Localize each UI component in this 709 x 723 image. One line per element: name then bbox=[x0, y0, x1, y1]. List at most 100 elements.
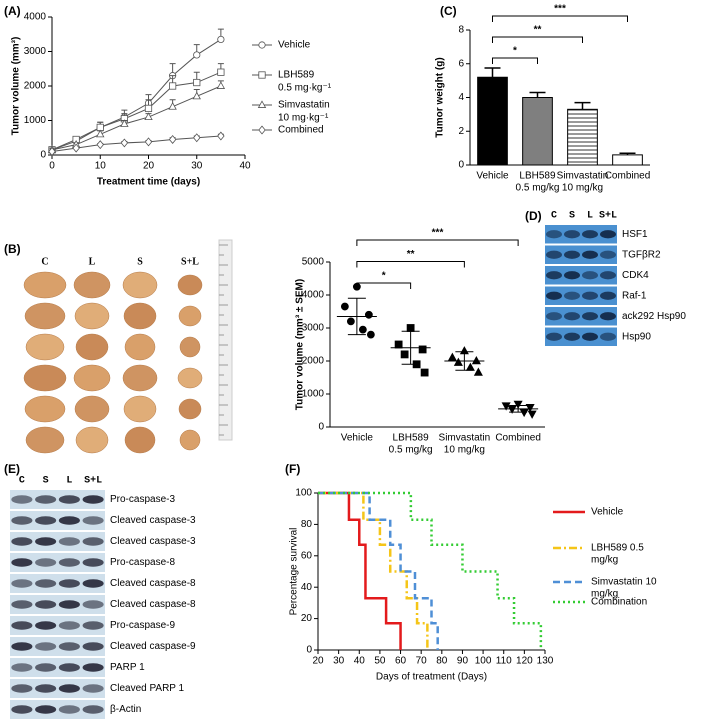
blot-band bbox=[600, 332, 616, 341]
tumor-photo bbox=[23, 364, 67, 392]
marker bbox=[364, 310, 373, 319]
blot-band bbox=[82, 663, 104, 672]
tumor-photo bbox=[74, 395, 110, 423]
marker bbox=[120, 138, 129, 148]
x-tick-label: 0.5 mg/kg bbox=[516, 183, 560, 194]
marker bbox=[447, 352, 457, 361]
y-tick-label: 5000 bbox=[302, 257, 325, 268]
marker bbox=[258, 41, 266, 49]
blot-band bbox=[582, 312, 598, 321]
y-tick-label: 100 bbox=[295, 488, 312, 499]
blot-band bbox=[82, 537, 104, 546]
blot-band bbox=[35, 579, 57, 588]
marker bbox=[72, 143, 80, 153]
blot-strip bbox=[10, 490, 105, 509]
marker bbox=[471, 355, 481, 365]
tumor-photo bbox=[75, 333, 109, 361]
blot-strip bbox=[10, 637, 105, 656]
error-bar bbox=[574, 101, 591, 110]
row-label: ack292 Hsp90 bbox=[622, 311, 686, 322]
y-tick-label: 40 bbox=[301, 582, 313, 593]
blot-band bbox=[82, 516, 104, 525]
marker bbox=[420, 368, 429, 377]
blot-band bbox=[546, 332, 562, 341]
x-tick-label: Simvastatin bbox=[439, 433, 491, 444]
blot-band bbox=[11, 705, 33, 714]
blot-band bbox=[600, 291, 616, 300]
blot-band bbox=[546, 291, 562, 300]
blot-band bbox=[11, 558, 33, 567]
marker bbox=[144, 104, 153, 113]
y-tick-label: 0 bbox=[458, 160, 464, 171]
x-tick-label: 20 bbox=[312, 656, 324, 667]
row-label: Cleaved caspase-8 bbox=[110, 578, 196, 589]
legend-label: LBH589 0.5 bbox=[591, 543, 644, 554]
photo-label: L bbox=[89, 256, 96, 267]
blot-band bbox=[82, 705, 104, 714]
legend-label: 0.5 mg·kg⁻¹ bbox=[278, 83, 332, 94]
tumor-photo bbox=[179, 429, 201, 451]
error-bar bbox=[484, 67, 501, 78]
significance-label: * bbox=[382, 271, 386, 282]
tumor-photo bbox=[24, 395, 66, 423]
marker bbox=[358, 325, 367, 334]
panel-label: (E) bbox=[4, 462, 20, 476]
bar bbox=[522, 97, 553, 166]
blot-strip bbox=[10, 574, 105, 593]
x-tick-label: 90 bbox=[457, 656, 469, 667]
marker bbox=[169, 82, 177, 90]
y-tick-label: 80 bbox=[301, 519, 313, 530]
blot-band bbox=[11, 600, 33, 609]
x-tick-label: 70 bbox=[416, 656, 428, 667]
blot-band bbox=[11, 684, 33, 693]
blot-band bbox=[582, 291, 598, 300]
blot-band bbox=[582, 332, 598, 341]
lane-label: C bbox=[551, 211, 557, 222]
blot-band bbox=[35, 537, 57, 546]
legend-label: Simvastatin bbox=[278, 100, 330, 111]
lane-label: C bbox=[19, 476, 25, 487]
y-axis-title: Tumor weight (g) bbox=[435, 57, 446, 137]
blot-strip bbox=[10, 658, 105, 677]
y-tick-label: 4000 bbox=[24, 12, 47, 23]
x-tick-label: 10 mg/kg bbox=[562, 183, 603, 194]
panel-label: (D) bbox=[525, 209, 542, 223]
blot-band bbox=[35, 558, 57, 567]
x-tick-label: 110 bbox=[496, 656, 512, 667]
blot-strip bbox=[545, 266, 617, 285]
series-line bbox=[51, 135, 221, 153]
marker bbox=[168, 102, 177, 110]
marker bbox=[193, 78, 201, 87]
blot-band bbox=[11, 642, 33, 651]
blot-band bbox=[82, 621, 104, 630]
blot-strip bbox=[545, 327, 617, 346]
significance-label: *** bbox=[554, 4, 566, 15]
photo-label: C bbox=[41, 256, 48, 267]
blot-band bbox=[582, 250, 598, 259]
marker bbox=[48, 147, 56, 157]
blot-band bbox=[11, 495, 33, 504]
series-line bbox=[51, 85, 222, 151]
error-bar bbox=[401, 330, 420, 365]
tumor-photo bbox=[122, 364, 158, 392]
error-bar bbox=[529, 91, 546, 98]
x-axis-title: Treatment time (days) bbox=[97, 177, 200, 188]
marker bbox=[418, 345, 427, 354]
row-label: CDK4 bbox=[622, 270, 649, 281]
blot-strip bbox=[545, 245, 617, 264]
blot-band bbox=[564, 312, 580, 321]
x-tick-label: LBH589 bbox=[393, 433, 430, 444]
marker bbox=[193, 51, 201, 59]
x-tick-label: 0 bbox=[49, 161, 55, 172]
blot-strip bbox=[10, 679, 105, 698]
marker bbox=[519, 408, 529, 418]
blot-band bbox=[58, 642, 80, 651]
tumor-photo bbox=[177, 274, 203, 296]
blot-band bbox=[546, 250, 562, 259]
y-tick-label: 0 bbox=[40, 150, 46, 161]
row-label: Hsp90 bbox=[622, 331, 651, 342]
blot-strip bbox=[545, 225, 617, 244]
marker bbox=[394, 340, 403, 349]
blot-band bbox=[11, 537, 33, 546]
marker bbox=[120, 119, 129, 127]
